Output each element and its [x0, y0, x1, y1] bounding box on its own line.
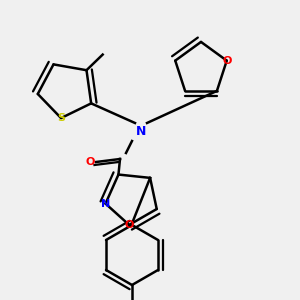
Text: S: S: [57, 113, 65, 123]
Text: N: N: [101, 199, 110, 208]
Text: O: O: [222, 56, 231, 66]
Text: O: O: [124, 220, 134, 230]
Text: N: N: [136, 125, 146, 139]
Text: O: O: [85, 157, 95, 167]
